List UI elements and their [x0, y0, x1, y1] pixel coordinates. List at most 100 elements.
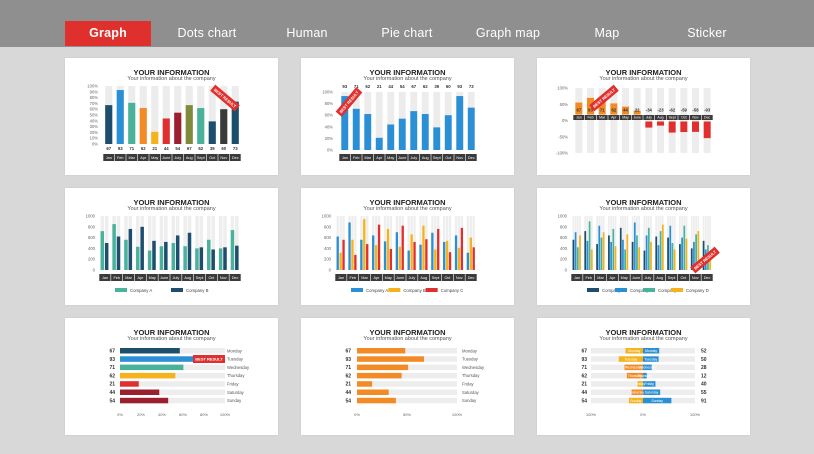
data-label: 44	[164, 146, 169, 151]
bar	[185, 105, 193, 144]
bar-left	[626, 372, 643, 379]
x-tick-label: Mar	[364, 156, 371, 160]
x-label-tab	[205, 274, 218, 281]
tab-human[interactable]: Human	[286, 26, 328, 40]
bar	[162, 118, 170, 144]
bar-right-label: Thursday	[638, 374, 652, 378]
x-label-tab	[419, 154, 431, 161]
y-tick-label: 60%	[325, 113, 334, 118]
tab-sticker[interactable]: Sticker	[687, 26, 727, 40]
x-tick-label: Feb	[113, 276, 120, 280]
tab-dots-chart[interactable]: Dots chart	[177, 26, 237, 40]
data-label: -34	[646, 108, 653, 113]
left-data-label: 54	[581, 398, 587, 404]
tab-pie-chart[interactable]: Pie chart	[381, 26, 433, 40]
x-tick-label: 20%	[137, 412, 145, 417]
y-tick-label: 800	[88, 224, 96, 229]
left-data-label: 44	[581, 390, 587, 396]
x-label-tab	[442, 154, 454, 161]
y-tick-label: 1000	[558, 214, 568, 219]
x-tick-label: June	[396, 276, 404, 280]
bar	[636, 235, 638, 270]
bar	[671, 243, 674, 270]
chart-card-four-companies[interactable]: YOUR INFORMATION Your information about …	[537, 188, 750, 305]
bar-right	[643, 348, 660, 354]
chart-card-weekly-orange[interactable]: YOUR INFORMATION Your information about …	[301, 318, 514, 435]
bar	[469, 237, 472, 270]
data-label: 71	[129, 146, 134, 151]
x-label-tab	[665, 274, 678, 281]
chart-card-monthly-blue[interactable]: YOUR INFORMATION Your information about …	[301, 58, 514, 175]
x-label-tab	[158, 274, 170, 281]
right-data-label: 40	[701, 382, 707, 388]
category-label: Sunday	[227, 398, 242, 403]
category-label: Monday	[462, 348, 478, 353]
bar-track	[457, 216, 461, 270]
bar-left	[628, 397, 643, 404]
data-label: 22	[635, 108, 640, 113]
y-tick-label: 70%	[90, 101, 99, 106]
bar-right	[643, 364, 652, 371]
x-tick-label: Feb	[585, 276, 592, 280]
x-tick-label: Sept	[433, 156, 442, 160]
x-tick-label: Aug	[420, 276, 427, 280]
card-subtitle: Your information about the company	[599, 336, 688, 342]
bar	[655, 236, 658, 270]
bar-track	[183, 216, 187, 270]
x-tick-label: May	[387, 156, 394, 160]
category-label: Saturday	[462, 390, 480, 395]
data-label: 62	[198, 146, 203, 151]
chart-card-positive-negative[interactable]: YOUR INFORMATION Your information about …	[537, 58, 750, 175]
bar	[387, 124, 395, 150]
bar-track	[218, 216, 223, 270]
x-label-tab	[573, 115, 585, 120]
bar	[576, 247, 579, 270]
bar	[120, 372, 176, 379]
y-tick-label: 0%	[92, 142, 98, 147]
x-label-tab	[111, 274, 123, 281]
tab-graph-map[interactable]: Graph map	[475, 26, 541, 40]
y-tick-label: 0	[565, 268, 568, 273]
chart-card-two-companies[interactable]: YOUR INFORMATION Your information about …	[65, 188, 278, 305]
legend-swatch	[351, 288, 363, 292]
x-tick-label: July	[645, 276, 652, 280]
bar-track	[587, 88, 594, 153]
bar	[608, 235, 610, 270]
bar-left-label: Thursday	[628, 374, 642, 378]
chart-card-three-companies[interactable]: YOUR INFORMATION Your information about …	[301, 188, 514, 305]
x-label-tab	[418, 274, 430, 281]
bar	[183, 246, 187, 270]
bar-track	[120, 397, 225, 404]
x-tick-label: June	[633, 116, 641, 120]
y-tick-label: 800	[324, 224, 332, 229]
bar	[352, 108, 360, 150]
y-tick-label: 0%	[327, 148, 333, 153]
x-tick-label: Aug	[657, 116, 663, 120]
bar	[159, 246, 164, 270]
bar	[120, 397, 169, 404]
card-title: YOUR INFORMATION	[133, 198, 210, 207]
bar	[175, 235, 180, 270]
bar	[693, 241, 695, 270]
x-tick-label: Dec	[704, 116, 710, 120]
x-label-tab	[654, 274, 666, 281]
bar-left	[618, 356, 643, 362]
x-tick-label: June	[632, 276, 640, 280]
chart-svg: 67 Monday 93 Tuesday 71 Wednesday 62 Thursday 21…	[109, 348, 250, 417]
bar	[472, 247, 475, 270]
chart-card-weekly-colored[interactable]: YOUR INFORMATION Your information about …	[65, 318, 278, 435]
bar	[419, 244, 422, 270]
data-label: 39	[210, 146, 215, 151]
data-label: 67	[187, 146, 192, 151]
bar-track	[366, 216, 369, 270]
x-tick-label: July	[410, 156, 417, 160]
tab-map[interactable]: Map	[594, 26, 620, 40]
chart-card-monthly-colored[interactable]: YOUR INFORMATION Your information about …	[65, 58, 278, 175]
bar	[681, 237, 683, 270]
y-tick-label: 400	[324, 246, 332, 251]
x-tick-label: Oct	[680, 276, 687, 280]
bar-left-label: Saturday	[630, 391, 644, 395]
chart-card-weekly-diverging[interactable]: YOUR INFORMATION Your information about …	[537, 318, 750, 435]
tab-graph[interactable]: Graph	[65, 21, 151, 46]
bar	[586, 240, 589, 270]
